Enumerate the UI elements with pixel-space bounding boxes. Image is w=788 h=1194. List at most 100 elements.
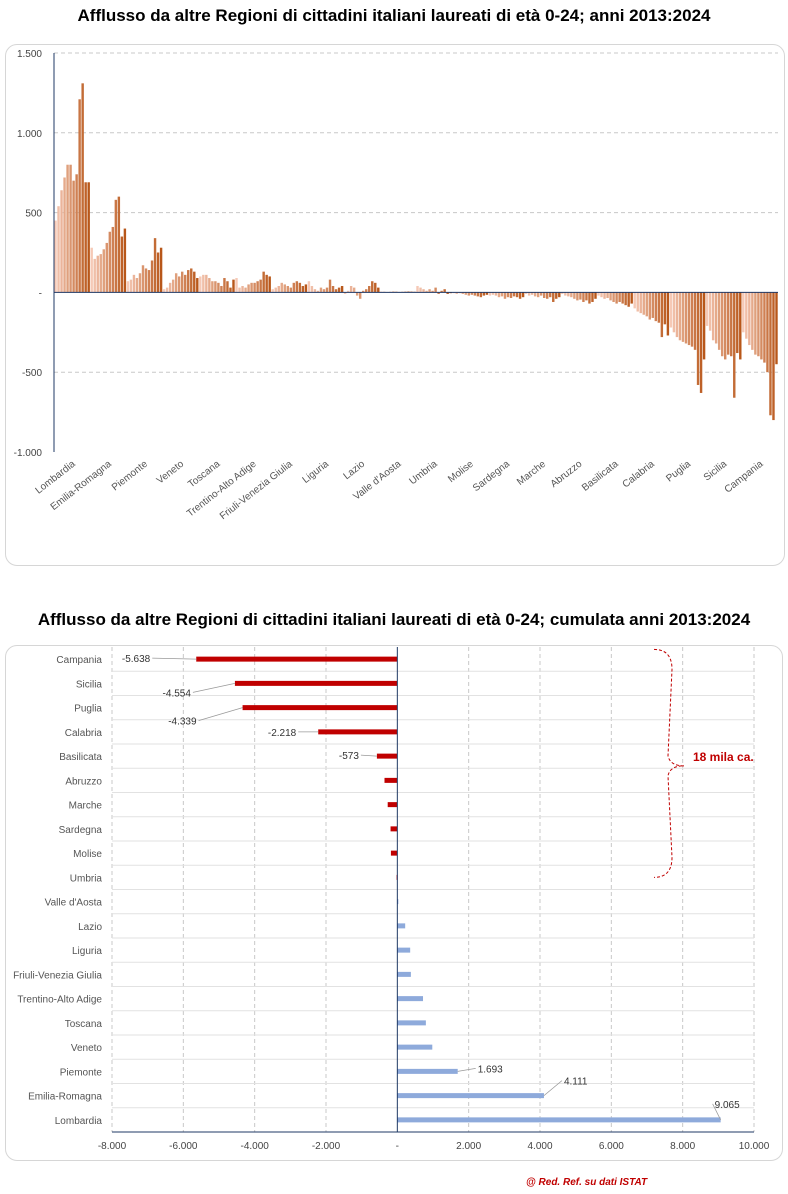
x-tick-label: Marche: [515, 458, 548, 487]
bar-Piemonte-2013: [126, 281, 130, 293]
bar-Toscana-2018: [214, 281, 217, 293]
bar-Campania-2020: [763, 292, 766, 363]
y-category-label: Sardegna: [59, 825, 103, 836]
x-tick-label: Liguria: [301, 458, 332, 485]
data-label: -2.218: [268, 728, 297, 739]
bar-Piemonte-2015: [132, 274, 136, 293]
bar-Veneto-2013: [162, 289, 166, 293]
bar-Abruzzo-2020: [582, 292, 585, 302]
bar-Piemonte-2022: [153, 238, 157, 293]
y-tick-label: 1.500: [17, 49, 42, 60]
data-label: 1.693: [478, 1064, 503, 1075]
bar-Emilia-Romagna-2014: [93, 258, 96, 293]
bar-Liguria-2018: [322, 289, 326, 293]
bar-Friuli-Venezia Giulia-2013: [271, 289, 274, 293]
bar-Friuli-Venezia Giulia-2023: [301, 286, 305, 293]
y-category-label: Toscana: [65, 1019, 103, 1030]
source-credit: @ Red. Ref. su dati ISTAT: [526, 1177, 648, 1188]
y-category-label: Abruzzo: [65, 776, 102, 787]
bar-Liguria-2024: [340, 286, 344, 293]
bar-Umbria-2021: [440, 290, 443, 293]
bar-Piemonte-2021: [150, 260, 154, 293]
bar-Sardegna-2024: [521, 292, 525, 298]
y-category-label: Marche: [69, 801, 103, 812]
bar-Sardegna-2016: [497, 292, 501, 298]
y-category-label: Sicilia: [76, 679, 103, 690]
bar-Lazio-2021: [368, 286, 371, 293]
bar-Friuli-Venezia Giulia-2021: [295, 281, 299, 293]
bar-Piemonte-2019: [144, 268, 148, 293]
bar-Toscana-2024: [232, 279, 235, 293]
leader-line: [152, 657, 197, 660]
bar-Lazio-2023: [374, 282, 377, 293]
x-tick-label: -6.000: [169, 1141, 198, 1152]
chart1-panel: 1.500 1.000 500- -500 -1.000 Lombardia Emilia-…: [5, 44, 785, 566]
y-tick-label: 1.000: [17, 129, 42, 140]
bar-Umbria-2016: [425, 290, 428, 293]
bar-Sardegna-2018: [503, 292, 507, 299]
bar-Liguria-2014: [310, 286, 314, 293]
bar-Molise: [390, 850, 398, 856]
bar-Emilia-Romagna: [397, 1093, 544, 1099]
bar-Basilicata-2023: [627, 292, 630, 307]
x-tick-label: -2.000: [312, 1141, 341, 1152]
bar-Trentino-Alto Adige-2019: [253, 282, 256, 293]
bar-Toscana-2015: [205, 274, 208, 293]
bar-Molise-2016: [461, 292, 464, 294]
bar-Liguria-2016: [316, 290, 320, 293]
bar-Veneto-2024: [196, 278, 199, 293]
bar-Puglia-2016: [678, 292, 682, 341]
bar-Calabria-2021: [657, 292, 661, 323]
bar-Sicilia-2013: [705, 292, 709, 326]
chart2-title: Afflusso da altre Regioni di cittadini i…: [37, 610, 751, 629]
bar-Toscana-2022: [226, 281, 229, 293]
annotation-brace: [653, 648, 685, 878]
bar-Veneto-2017: [174, 273, 178, 293]
bar-Marche-2017: [536, 292, 540, 298]
bar-Lazio-2018: [358, 292, 362, 299]
bar-Abruzzo-2018: [576, 292, 579, 301]
bar-Veneto-2015: [168, 282, 172, 293]
bar-Veneto: [397, 1044, 433, 1050]
bar-Sardegna-2019: [506, 292, 510, 298]
y-category-label: Basilicata: [59, 752, 102, 763]
bar-Calabria-2018: [648, 292, 651, 320]
bar-Lombardia-2022: [81, 83, 84, 293]
bar-Puglia-2014: [672, 292, 676, 333]
bar-Friuli-Venezia Giulia-2015: [277, 286, 280, 293]
bar-Marche-2023: [555, 292, 558, 299]
bar-Emilia-Romagna-2022: [117, 196, 121, 293]
bar-Molise-2017: [464, 292, 467, 295]
y-category-label: Veneto: [71, 1043, 103, 1054]
y-tick-label: -: [39, 288, 42, 299]
bar-Abruzzo: [384, 777, 398, 783]
x-tick-label: Campania: [723, 458, 766, 495]
bar-Lazio-2016: [352, 287, 356, 293]
y-tick-label: -500: [22, 368, 42, 379]
bar-Sardegna-2021: [512, 292, 516, 297]
bar-Veneto-2016: [171, 279, 175, 293]
bar-Sicilia-2015: [711, 292, 715, 341]
bar-Puglia: [242, 705, 398, 711]
chart2-panel: -8.000 -6.000 -4.000 -2.000-2.000 4.000 6.000…: [5, 645, 783, 1161]
bar-Marche-2014: [527, 292, 531, 296]
bar-Calabria-2022: [660, 292, 664, 338]
bar-Marche-2013: [524, 292, 528, 294]
bar-Puglia-2021: [693, 292, 697, 350]
bar-Emilia-Romagna-2023: [120, 236, 124, 293]
chart1-title: Afflusso da altre Regioni di cittadini i…: [77, 6, 711, 25]
y-category-label: Campania: [56, 655, 102, 666]
bar-Calabria-2024: [666, 292, 670, 336]
bar-Molise-2019: [470, 292, 474, 295]
bar-Basilicata-2016: [606, 292, 609, 298]
bar-Trentino-Alto Adige-2022: [262, 271, 265, 293]
leader-line: [712, 1103, 722, 1121]
bar-Trentino-Alto Adige-2014: [238, 287, 241, 293]
bar-Emilia-Romagna-2018: [105, 242, 108, 293]
bar-Lazio: [397, 923, 406, 929]
data-label: 4.111: [564, 1077, 588, 1088]
bar-Sardegna-2022: [515, 292, 519, 298]
data-label: -5.638: [122, 654, 151, 665]
bar-Basilicata-2021: [621, 292, 624, 304]
bar-Veneto-2021: [187, 270, 190, 293]
